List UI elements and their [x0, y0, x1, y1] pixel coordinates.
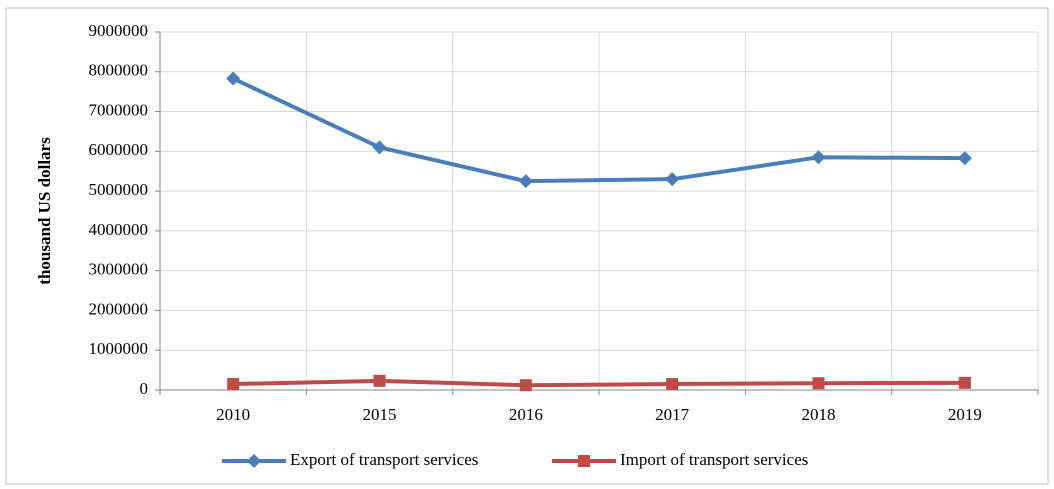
legend-marker: [578, 455, 590, 467]
y-tick-label: 8000000: [89, 61, 149, 80]
x-tick-label: 2015: [363, 405, 397, 424]
legend-label: Import of transport services: [620, 450, 808, 469]
y-tick-label: 5000000: [89, 180, 149, 199]
y-axis-label: thousand US dollars: [35, 137, 54, 285]
chart-border: [5, 7, 1049, 485]
marker: [372, 140, 387, 155]
y-tick-label: 4000000: [89, 220, 149, 239]
marker: [958, 376, 971, 389]
legend-label: Export of transport services: [290, 450, 478, 469]
x-tick-label: 2010: [216, 405, 250, 424]
marker: [226, 71, 241, 86]
x-tick-label: 2019: [948, 405, 982, 424]
legend-marker: [247, 454, 261, 468]
y-tick-label: 3000000: [89, 260, 149, 279]
marker: [811, 150, 826, 165]
y-tick-label: 7000000: [89, 100, 149, 119]
marker: [957, 151, 972, 166]
x-tick-label: 2016: [509, 405, 543, 424]
marker: [665, 172, 680, 187]
marker: [518, 174, 533, 189]
y-tick-label: 1000000: [89, 339, 149, 358]
marker: [812, 377, 825, 390]
y-tick-label: 0: [140, 379, 149, 398]
x-tick-label: 2017: [655, 405, 690, 424]
y-tick-label: 9000000: [89, 21, 149, 40]
series-line: [232, 76, 965, 184]
marker: [373, 374, 386, 387]
y-tick-label: 2000000: [89, 299, 149, 318]
marker: [666, 378, 679, 391]
x-tick-label: 2018: [802, 405, 836, 424]
marker: [227, 378, 240, 391]
y-tick-label: 6000000: [89, 140, 149, 159]
marker: [519, 379, 532, 392]
series-line: [233, 378, 965, 388]
